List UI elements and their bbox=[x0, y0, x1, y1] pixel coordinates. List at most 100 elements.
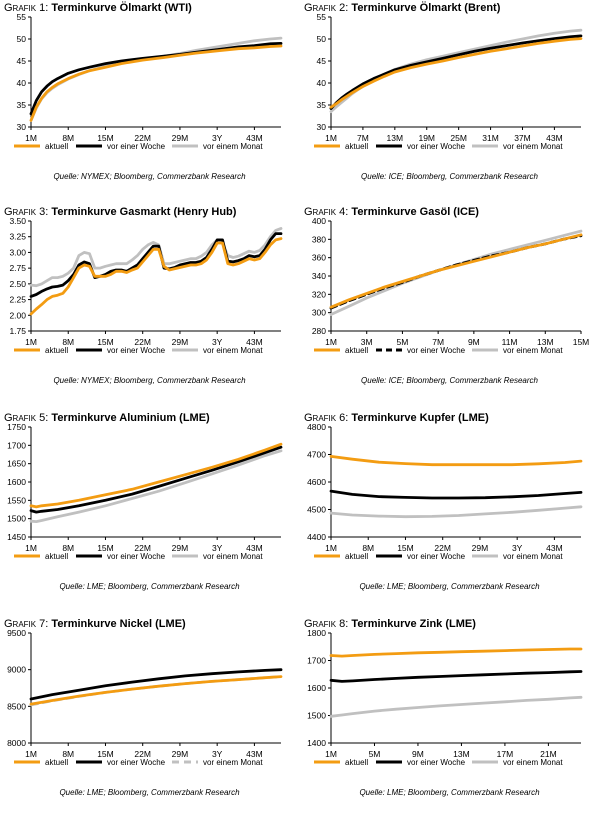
legend-label: vor einem Monat bbox=[203, 758, 263, 767]
line-chart: 280 300 320 340 360 380 400 1M 3M 5M 7M 9M 11M 13M 15M… bbox=[312, 216, 589, 355]
x-tick-label: 29M bbox=[172, 337, 189, 347]
y-tick-label: 1400 bbox=[307, 738, 326, 748]
legend-label: vor einer Woche bbox=[107, 758, 166, 767]
x-tick-label: 1M bbox=[25, 543, 37, 553]
legend-label: aktuell bbox=[345, 758, 368, 767]
y-tick-label: 1500 bbox=[307, 711, 326, 721]
y-tick-label: 1550 bbox=[7, 495, 26, 505]
y-tick-label: 3.25 bbox=[9, 232, 26, 242]
series-line-aktuell bbox=[329, 647, 583, 658]
chart-number: Grafik 1: bbox=[4, 2, 49, 14]
x-tick-label: 43M bbox=[546, 133, 563, 143]
series-line-aktuell bbox=[329, 37, 583, 109]
chart-title: Grafik 1: Terminkurve Ölmarkt (WTI) bbox=[4, 2, 192, 14]
series-line-vor-einem-monat bbox=[329, 505, 583, 519]
series-line-vor-einem-monat bbox=[29, 449, 283, 523]
y-tick-label: 300 bbox=[312, 308, 326, 318]
y-tick-label: 50 bbox=[17, 34, 27, 44]
x-tick-label: 43M bbox=[546, 543, 563, 553]
line-chart: 1.75 2.00 2.25 2.50 2.75 3.00 3.25 3.50 1M 8M 15M 2… bbox=[9, 216, 283, 355]
chart-panel-8: Grafik 8: Terminkurve Zink (LME) 1400 1500… bbox=[300, 616, 599, 818]
legend: aktuell vor einer Woche vor einem Monat bbox=[314, 552, 563, 561]
x-tick-label: 13M bbox=[387, 133, 404, 143]
chart-source: Quelle: NYMEX; Bloomberg, Commerzbank Re… bbox=[53, 376, 246, 385]
chart-source: Quelle: LME; Bloomberg, Commerzbank Rese… bbox=[359, 788, 540, 797]
x-tick-label: 8M bbox=[62, 133, 74, 143]
legend-label: vor einer Woche bbox=[407, 758, 466, 767]
x-tick-label: 19M bbox=[418, 133, 435, 143]
legend-label: vor einem Monat bbox=[503, 758, 563, 767]
legend-label: aktuell bbox=[345, 346, 368, 355]
x-tick-label: 11M bbox=[502, 337, 518, 347]
chart-number: Grafik 4: bbox=[304, 206, 349, 218]
legend-label: aktuell bbox=[345, 552, 368, 561]
chart-number: Grafik 6: bbox=[304, 412, 349, 424]
series-line-aktuell bbox=[29, 237, 283, 316]
chart-name: Terminkurve Zink (LME) bbox=[348, 618, 476, 630]
x-tick-label: 1M bbox=[25, 337, 37, 347]
series-line-vor-einer-woche bbox=[329, 34, 583, 110]
chart-title: Grafik 2: Terminkurve Ölmarkt (Brent) bbox=[304, 2, 500, 14]
y-tick-label: 360 bbox=[312, 253, 326, 263]
legend-label: vor einem Monat bbox=[503, 552, 563, 561]
series-line-aktuell bbox=[329, 455, 583, 467]
line-chart: 30 35 40 45 50 55 1M 8M 15M 22M 29M 3Y 43M aktuell vor… bbox=[14, 12, 283, 151]
x-tick-label: 1M bbox=[25, 749, 37, 759]
x-tick-label: 8M bbox=[62, 749, 74, 759]
x-tick-label: 15M bbox=[97, 543, 114, 553]
x-tick-label: 7M bbox=[357, 133, 369, 143]
y-tick-label: 8000 bbox=[7, 738, 26, 748]
y-tick-label: 280 bbox=[312, 326, 326, 336]
chart-name: Terminkurve Ölmarkt (Brent) bbox=[348, 2, 501, 14]
y-tick-label: 1700 bbox=[307, 656, 326, 666]
y-tick-label: 35 bbox=[317, 100, 327, 110]
x-tick-label: 15M bbox=[97, 337, 114, 347]
y-tick-label: 1800 bbox=[307, 628, 326, 638]
y-tick-label: 35 bbox=[17, 100, 27, 110]
y-tick-label: 1.75 bbox=[9, 326, 26, 336]
legend-label: vor einem Monat bbox=[203, 552, 263, 561]
chart-title: Grafik 8: Terminkurve Zink (LME) bbox=[304, 618, 476, 630]
y-tick-label: 1450 bbox=[7, 532, 26, 542]
y-tick-label: 30 bbox=[317, 122, 327, 132]
y-tick-label: 1700 bbox=[7, 440, 26, 450]
x-tick-label: 3Y bbox=[512, 543, 523, 553]
y-tick-label: 9500 bbox=[7, 628, 26, 638]
x-tick-label: 1M bbox=[325, 749, 337, 759]
y-tick-label: 1500 bbox=[7, 514, 26, 524]
y-tick-label: 4400 bbox=[307, 532, 326, 542]
x-tick-label: 1M bbox=[325, 133, 337, 143]
series-line-vor-einer-woche bbox=[29, 445, 283, 514]
y-tick-label: 1600 bbox=[307, 683, 326, 693]
chart-number: Grafik 5: bbox=[4, 412, 49, 424]
x-tick-label: 43M bbox=[246, 133, 263, 143]
series-line-vor-einer-woche bbox=[329, 489, 583, 500]
legend-label: vor einer Woche bbox=[407, 552, 466, 561]
chart-number: Grafik 7: bbox=[4, 618, 49, 630]
series-line-aktuell bbox=[29, 675, 283, 706]
series-line-vor-einer-woche bbox=[329, 670, 583, 683]
chart-title: Grafik 6: Terminkurve Kupfer (LME) bbox=[304, 412, 489, 424]
legend: aktuell vor einer Woche vor einem Monat bbox=[314, 346, 563, 355]
x-tick-label: 22M bbox=[434, 543, 451, 553]
legend-label: aktuell bbox=[345, 142, 368, 151]
chart-panel-2: Grafik 2: Terminkurve Ölmarkt (Brent) 30 3… bbox=[300, 0, 599, 202]
x-tick-label: 5M bbox=[397, 337, 409, 347]
legend-label: vor einer Woche bbox=[107, 142, 166, 151]
x-tick-label: 8M bbox=[362, 543, 374, 553]
legend-label: aktuell bbox=[45, 758, 68, 767]
chart-source: Quelle: LME; Bloomberg, Commerzbank Rese… bbox=[59, 582, 240, 591]
chart-name: Terminkurve Gasöl (ICE) bbox=[348, 206, 479, 218]
series-line-aktuell bbox=[29, 44, 283, 122]
x-tick-label: 5M bbox=[369, 749, 381, 759]
legend-label: vor einer Woche bbox=[107, 552, 166, 561]
y-tick-label: 2.00 bbox=[9, 310, 26, 320]
x-tick-label: 22M bbox=[134, 749, 151, 759]
chart-source: Quelle: ICE; Bloomberg, Commerzbank Rese… bbox=[361, 172, 538, 181]
chart-source: Quelle: LME; Bloomberg, Commerzbank Rese… bbox=[59, 788, 240, 797]
x-tick-label: 37M bbox=[514, 133, 531, 143]
chart-number: Grafik 8: bbox=[304, 618, 349, 630]
chart-name: Terminkurve Aluminium (LME) bbox=[48, 412, 210, 424]
